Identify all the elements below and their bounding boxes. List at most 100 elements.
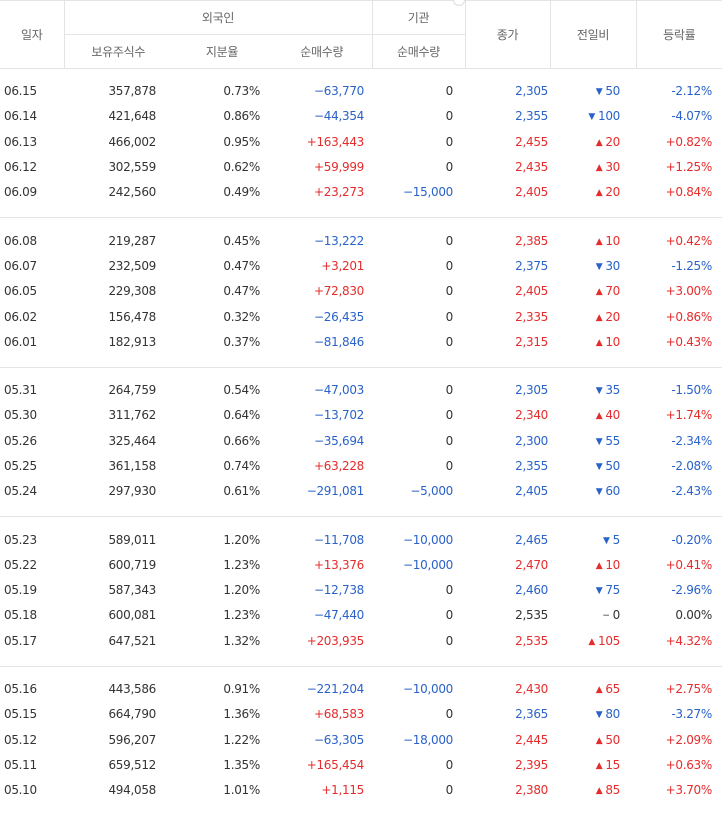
cell-change-value: 50: [605, 84, 620, 99]
cell-holdings: 421,648: [108, 109, 156, 124]
cell-close: 2,375: [515, 258, 548, 273]
cell-inst-net: 0: [445, 459, 454, 473]
cell-inst-net: −10,000: [403, 682, 453, 697]
cell-change: ▼ 80: [550, 702, 636, 727]
cell-foreign-net: +165,454: [306, 757, 365, 772]
header-foreign: 외국인: [63, 0, 372, 35]
cell-holdings: 311,762: [108, 408, 156, 423]
cell-holdings: 647,521: [108, 633, 156, 648]
cell-holdings: 443,586: [108, 682, 156, 697]
cell-change: ▲ 40: [550, 403, 636, 428]
dash-icon: −: [602, 611, 610, 622]
cell-foreign-net: −47,440: [314, 608, 364, 623]
cell-rate: +1.25%: [665, 160, 713, 175]
cell-rate: +0.42%: [665, 233, 713, 248]
cell-inst-net: −10,000: [403, 532, 453, 547]
cell-holdings: 325,464: [108, 433, 156, 448]
cell-foreign-net: +1,115: [321, 783, 364, 798]
table-row: 06.14 421,648 0.86% −44,354 0 2,355 ▼ 100…: [0, 104, 722, 129]
cell-share: 0.95%: [223, 134, 260, 149]
cell-rate: -2.12%: [671, 84, 712, 99]
cell-change: ▼ 35: [550, 377, 636, 402]
cell-date: 05.11: [4, 757, 37, 772]
cell-share: 0.73%: [223, 84, 260, 99]
table-row: 05.30 311,762 0.64% −13,702 0 2,340 ▲ 40 …: [0, 403, 722, 428]
table-row: 05.23 589,011 1.20% −11,708 −10,000 2,46…: [0, 527, 722, 552]
cell-rate: -2.34%: [671, 433, 712, 448]
cell-close: 2,365: [515, 707, 548, 722]
cell-rate: -2.43%: [671, 484, 712, 499]
cell-share: 0.64%: [223, 408, 260, 423]
cell-change-value: 0: [612, 608, 621, 623]
cell-date: 05.15: [4, 707, 37, 722]
cell-change-value: 75: [605, 583, 620, 598]
cell-close: 2,355: [515, 109, 548, 124]
cell-change-value: 10: [605, 557, 620, 572]
cell-foreign-net: +163,443: [306, 134, 365, 149]
cell-change: ▲ 85: [550, 778, 636, 803]
cell-rate: +0.84%: [665, 185, 713, 200]
triangle-down-icon: ▼: [595, 586, 603, 597]
cell-change-value: 50: [605, 459, 620, 473]
cell-date: 06.12: [4, 160, 37, 175]
cell-share: 1.01%: [223, 783, 260, 798]
triangle-up-icon: ▲: [595, 163, 603, 174]
cell-foreign-net: +13,376: [314, 557, 364, 572]
cell-holdings: 232,509: [108, 258, 156, 273]
cell-rate: +0.43%: [665, 334, 713, 349]
triangle-up-icon: ▲: [595, 786, 603, 797]
cell-share: 0.62%: [223, 160, 260, 175]
cell-foreign-net: +59,999: [314, 160, 364, 175]
cell-rate: +0.86%: [665, 309, 713, 324]
cell-share: 0.47%: [223, 258, 260, 273]
triangle-up-icon: ▲: [595, 337, 603, 348]
cell-change: ▲ 70: [550, 279, 636, 304]
cell-share: 0.66%: [223, 433, 260, 448]
triangle-up-icon: ▲: [595, 312, 603, 323]
cell-share: 1.36%: [223, 707, 260, 722]
table-body: 06.15 357,878 0.73% −63,770 0 2,305 ▼ 50 …: [0, 69, 722, 814]
cell-change-value: 65: [605, 682, 620, 697]
cell-share: 1.23%: [223, 557, 260, 572]
cell-close: 2,395: [515, 757, 548, 772]
triangle-down-icon: ▼: [595, 487, 603, 498]
cell-holdings: 302,559: [108, 160, 156, 175]
cell-foreign-net: −11,708: [314, 532, 364, 547]
cell-change: ▲ 20: [550, 304, 636, 329]
cell-holdings: 264,759: [108, 383, 156, 398]
triangle-down-icon: ▼: [595, 436, 603, 447]
cell-share: 1.23%: [223, 608, 260, 623]
cell-share: 0.47%: [223, 284, 260, 299]
triangle-down-icon: ▼: [595, 462, 603, 472]
cell-holdings: 494,058: [108, 783, 156, 798]
cell-date: 06.13: [4, 134, 37, 149]
cell-rate: +0.82%: [665, 134, 713, 149]
triangle-up-icon: ▲: [595, 760, 603, 771]
cell-foreign-net: −63,305: [314, 732, 364, 747]
cell-inst-net: 0: [445, 284, 454, 299]
cell-rate: -3.27%: [671, 707, 712, 722]
header-date: 일자: [0, 0, 64, 69]
cell-close: 2,435: [515, 160, 548, 175]
cell-close: 2,335: [515, 309, 548, 324]
cell-share: 1.35%: [223, 757, 260, 772]
cell-date: 05.22: [4, 557, 37, 572]
cell-close: 2,405: [515, 185, 548, 200]
cell-holdings: 587,343: [108, 583, 156, 598]
cell-change-value: 5: [612, 532, 621, 547]
cell-rate: 0.00%: [675, 608, 712, 623]
cell-share: 0.74%: [223, 459, 260, 473]
triangle-up-icon: ▲: [595, 685, 603, 696]
cell-share: 0.54%: [223, 383, 260, 398]
cell-inst-net: 0: [445, 408, 454, 423]
cell-share: 0.86%: [223, 109, 260, 124]
cell-rate: +4.32%: [665, 633, 713, 648]
cell-rate: -1.25%: [671, 258, 712, 273]
table-row: 06.15 357,878 0.73% −63,770 0 2,305 ▼ 50 …: [0, 79, 722, 104]
header-rate: 등락률: [635, 0, 722, 69]
cell-close: 2,300: [515, 433, 548, 448]
cell-rate: -2.08%: [671, 459, 712, 473]
cell-date: 05.16: [4, 682, 37, 697]
cell-change-value: 10: [605, 233, 620, 248]
